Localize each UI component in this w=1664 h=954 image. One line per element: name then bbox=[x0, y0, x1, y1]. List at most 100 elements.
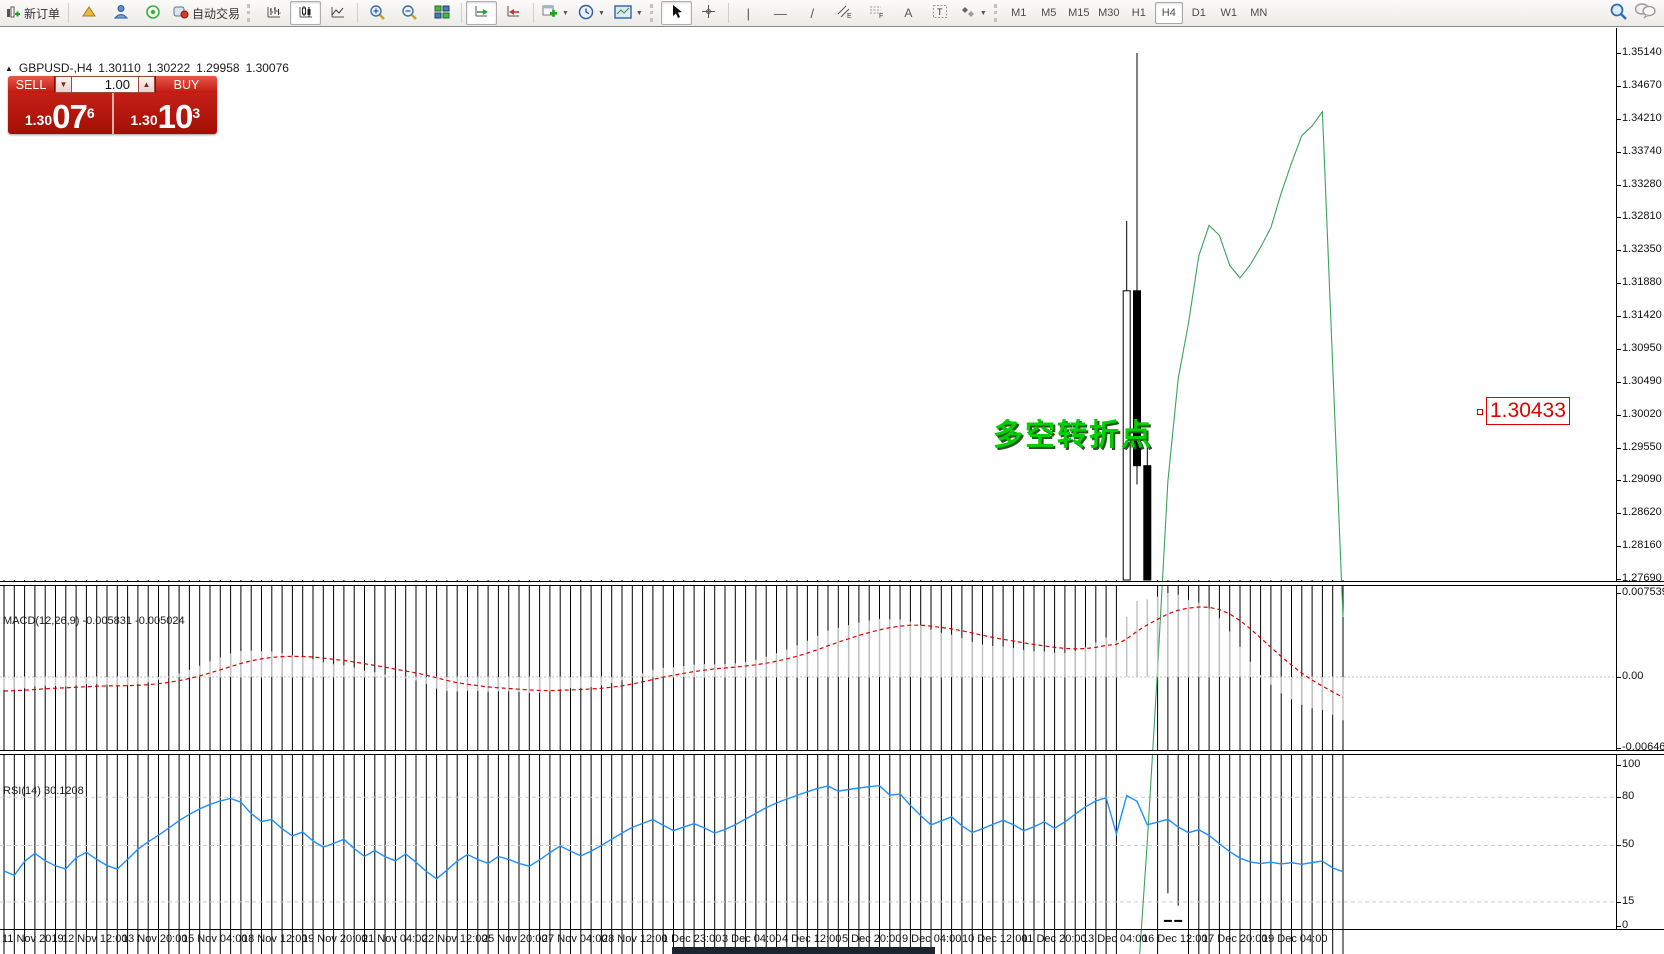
candlestick-icon bbox=[298, 4, 314, 22]
volume-decrease-button[interactable]: ▼ bbox=[55, 76, 72, 93]
profile-button[interactable] bbox=[105, 1, 136, 25]
axis-tick bbox=[1616, 184, 1621, 186]
autotrading-icon bbox=[173, 4, 189, 22]
timeframe-m5-button[interactable]: M5 bbox=[1041, 7, 1057, 19]
toolbar-drag-handle[interactable] bbox=[649, 4, 656, 22]
rsi-panel-separator[interactable] bbox=[0, 750, 1664, 755]
signals-button[interactable] bbox=[137, 1, 168, 25]
axis-tick bbox=[1616, 53, 1621, 54]
auto-scroll-icon bbox=[474, 4, 490, 22]
toolbar-separator bbox=[727, 3, 729, 23]
timeframe-h4-button[interactable]: H4 bbox=[1154, 2, 1183, 24]
time-axis-label: 21 Nov 04:00 bbox=[362, 933, 428, 945]
chinese-annotation: 多空转折点 bbox=[993, 419, 1153, 452]
crosshair-icon bbox=[701, 4, 716, 22]
timeframe-w1-button[interactable]: W1 bbox=[1220, 7, 1238, 19]
price-axis-border bbox=[1616, 28, 1617, 929]
time-axis-label: 27 Nov 04:00 bbox=[542, 933, 608, 945]
sell-button[interactable]: SELL bbox=[8, 76, 55, 93]
buy-price[interactable]: 1.30 10 3 bbox=[114, 93, 218, 134]
axis-tick bbox=[1616, 217, 1621, 219]
price-axis-label: 1.32350 bbox=[1622, 243, 1662, 256]
horizontal-scrollbar-thumb[interactable] bbox=[672, 947, 935, 954]
channel-icon: E bbox=[836, 4, 852, 22]
crosshair-button[interactable] bbox=[693, 1, 724, 25]
dropdown-arrow-icon: ▼ bbox=[562, 9, 569, 17]
macd-panel-separator[interactable] bbox=[0, 581, 1664, 586]
horizontal-line-icon: — bbox=[773, 5, 787, 21]
arrows-button[interactable]: ▼ bbox=[957, 1, 991, 25]
zoom-in-button[interactable] bbox=[362, 1, 393, 25]
price-axis-label: 1.30950 bbox=[1622, 341, 1662, 354]
chart-symbol-readout: ▲ GBPUSD-,H4 1.30110 1.30222 1.29958 1.3… bbox=[5, 61, 289, 75]
volume-increase-button[interactable]: ▲ bbox=[138, 76, 155, 93]
time-axis-label: 5 Dec 20:00 bbox=[842, 933, 902, 945]
time-axis-label: 3 Dec 04:00 bbox=[722, 933, 782, 945]
fibonacci-button[interactable]: F bbox=[861, 1, 892, 25]
trendline-icon: / bbox=[810, 5, 815, 21]
axis-tick bbox=[1616, 845, 1621, 846]
cursor-button[interactable] bbox=[660, 1, 692, 25]
period-button[interactable]: ▼ bbox=[574, 1, 609, 25]
price-axis-label: 1.29550 bbox=[1622, 440, 1662, 453]
line-chart-button[interactable] bbox=[322, 1, 353, 25]
axis-tick bbox=[1616, 797, 1621, 798]
horizontal-line-button[interactable]: — bbox=[765, 1, 796, 25]
time-axis-label: 19 Dec 04:00 bbox=[1262, 933, 1328, 945]
text-label-button[interactable]: T bbox=[925, 1, 956, 25]
sell-price-small: 1.30 bbox=[24, 112, 53, 128]
axis-tick bbox=[1616, 250, 1621, 252]
chart-shift-button[interactable] bbox=[498, 1, 529, 25]
gold-icon bbox=[81, 5, 97, 22]
price-chart[interactable]: ▲ GBPUSD-,H4 1.30110 1.30222 1.29958 1.3… bbox=[0, 28, 1664, 954]
macd-axis-label: 0.00 bbox=[1622, 670, 1644, 682]
triangle-icon: ▲ bbox=[5, 63, 13, 73]
template-button[interactable]: ▼ bbox=[610, 1, 647, 25]
axis-tick bbox=[1616, 85, 1621, 87]
axis-tick bbox=[1616, 283, 1621, 285]
trendline-button[interactable]: / bbox=[797, 1, 828, 25]
buy-button[interactable]: BUY bbox=[155, 76, 217, 93]
market-watch-button[interactable] bbox=[73, 1, 104, 25]
new-chart-icon bbox=[542, 4, 558, 22]
timeframe-m15-button[interactable]: M15 bbox=[1068, 7, 1090, 19]
timeframe-h1-button[interactable]: H1 bbox=[1131, 7, 1146, 19]
price-divider bbox=[111, 93, 114, 134]
volume-input[interactable] bbox=[72, 76, 138, 93]
one-click-trading-panel: SELL ▼ ▲ BUY 1.30 07 6 1.30 10 3 bbox=[8, 76, 217, 134]
new-order-button[interactable]: 新订单 bbox=[2, 1, 64, 25]
time-axis-label: 11 Dec 20:00 bbox=[1022, 933, 1087, 945]
axis-tick bbox=[1616, 748, 1621, 749]
bar-chart-button[interactable] bbox=[258, 1, 289, 25]
equidistant-channel-button[interactable]: E bbox=[829, 1, 860, 25]
auto-scroll-button[interactable] bbox=[466, 1, 498, 25]
time-axis-label: 13 Dec 04:00 bbox=[1082, 933, 1148, 945]
new-chart-button[interactable]: ▼ bbox=[538, 1, 573, 25]
buy-price-small: 1.30 bbox=[130, 112, 158, 128]
svg-text:F: F bbox=[879, 13, 883, 19]
chat-icon[interactable] bbox=[1634, 2, 1656, 24]
timeframe-mn-button[interactable]: MN bbox=[1250, 7, 1268, 19]
ohlc-high: 1.30222 bbox=[146, 61, 191, 75]
tile-windows-button[interactable] bbox=[426, 1, 457, 25]
dropdown-arrow-icon: ▼ bbox=[597, 9, 605, 17]
dropdown-arrow-icon: ▼ bbox=[635, 9, 643, 17]
sell-price[interactable]: 1.30 07 6 bbox=[8, 93, 112, 134]
autotrading-button[interactable]: 自动交易 bbox=[169, 1, 244, 25]
zoom-out-button[interactable] bbox=[394, 1, 425, 25]
candlestick-chart-button[interactable] bbox=[290, 1, 322, 25]
vertical-line-icon: | bbox=[746, 5, 751, 21]
vertical-line-button[interactable]: | bbox=[733, 1, 764, 25]
timeframe-m30-button[interactable]: M30 bbox=[1098, 7, 1120, 19]
zoom-out-icon bbox=[401, 4, 418, 23]
time-axis-label: 10 Dec 12:00 bbox=[962, 933, 1028, 945]
timeframe-m1-button[interactable]: M1 bbox=[1011, 7, 1027, 19]
toolbar-drag-handle[interactable] bbox=[993, 4, 1000, 22]
rsi-axis-label: 15 bbox=[1622, 895, 1635, 907]
toolbar-drag-handle[interactable] bbox=[247, 4, 253, 22]
text-button[interactable]: A bbox=[893, 1, 924, 25]
search-icon[interactable] bbox=[1609, 2, 1628, 25]
rsi-axis-label: 0 bbox=[1622, 919, 1629, 931]
rsi-axis-label: 100 bbox=[1622, 758, 1641, 770]
timeframe-d1-button[interactable]: D1 bbox=[1191, 7, 1206, 19]
